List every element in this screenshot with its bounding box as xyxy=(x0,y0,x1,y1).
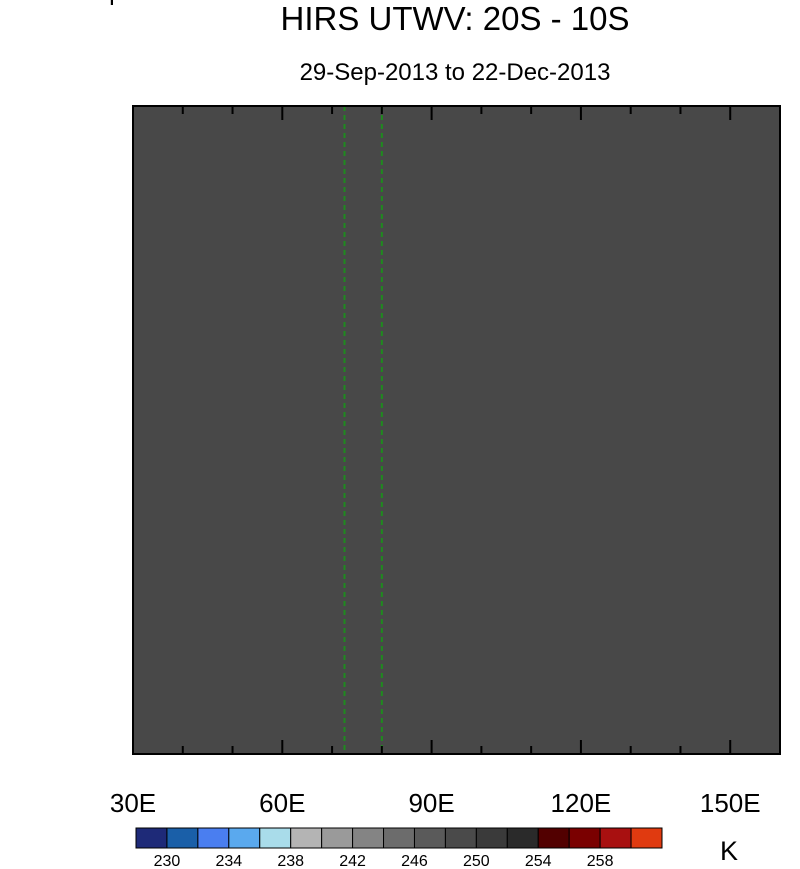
colorbar-label: 234 xyxy=(215,853,242,869)
colorbar-swatch xyxy=(352,827,385,849)
field-feature xyxy=(714,0,797,20)
colorbar-swatch xyxy=(568,827,601,849)
colorbar-swatch xyxy=(444,827,477,849)
colorbar-swatch xyxy=(197,827,230,849)
colorbar-swatch xyxy=(506,827,539,849)
reference-lines xyxy=(343,106,383,754)
colorbar: 230 234 238 242 246 250 254 258 xyxy=(135,827,663,869)
colorbar-label: 242 xyxy=(339,853,366,869)
x-tick-label: 30E xyxy=(110,788,156,818)
colorbar-label: 250 xyxy=(463,853,490,869)
field-feature xyxy=(639,0,722,20)
chart-title: HIRS UTWV: 20S - 10S xyxy=(280,0,629,37)
colorbar-swatch xyxy=(599,827,632,849)
field-feature xyxy=(166,0,249,20)
colorbar-swatch xyxy=(166,827,199,849)
x-tick-label: 60E xyxy=(259,788,305,818)
colorbar-label: 230 xyxy=(154,853,181,869)
colorbar-swatch xyxy=(259,827,292,849)
colorbar-swatch xyxy=(413,827,446,849)
plot-background xyxy=(133,106,780,754)
y-tick-label: 22-Dec xyxy=(42,0,123,6)
y-tick-label: 1-Dec xyxy=(56,0,123,6)
field-feature xyxy=(698,0,762,15)
colorbar-label: 238 xyxy=(277,853,304,869)
field-feature xyxy=(698,0,762,15)
colorbar-swatch xyxy=(321,827,354,849)
colorbar-swatch xyxy=(290,827,323,849)
y-tick-label: 10-Nov xyxy=(42,0,123,6)
plot-area xyxy=(116,0,797,754)
colorbar-label: 258 xyxy=(587,853,614,869)
field-feature xyxy=(673,0,737,15)
field-feature xyxy=(698,0,762,15)
colorbar-label: 246 xyxy=(401,853,428,869)
x-axis: 30E 60E 90E 120E 150E xyxy=(110,106,781,818)
colorbar-unit: K xyxy=(720,836,738,866)
x-tick-label: 90E xyxy=(408,788,454,818)
colorbar-swatch xyxy=(475,827,508,849)
plot-frame xyxy=(132,105,781,755)
colorbar-label: 254 xyxy=(525,853,552,869)
field-feature xyxy=(116,0,180,15)
field-feature xyxy=(171,0,235,15)
colorbar-swatch xyxy=(630,827,663,849)
field-feature xyxy=(201,0,265,15)
x-tick-label: 150E xyxy=(700,788,761,818)
colorbar-swatch xyxy=(537,827,570,849)
field-feature xyxy=(648,0,712,15)
colorbar-swatch xyxy=(228,827,261,849)
y-tick-label: 29-Sep xyxy=(42,0,123,6)
chart-subtitle: 29-Sep-2013 to 22-Dec-2013 xyxy=(300,59,611,86)
y-tick-label: 20-Oct xyxy=(48,0,123,6)
field-feature xyxy=(131,0,214,20)
y-axis: 29-Sep20-Oct10-Nov1-Dec22-Dec xyxy=(42,0,123,6)
x-tick-label: 120E xyxy=(551,788,612,818)
colorbar-swatch xyxy=(383,827,415,849)
colorbar-swatch xyxy=(135,827,168,849)
